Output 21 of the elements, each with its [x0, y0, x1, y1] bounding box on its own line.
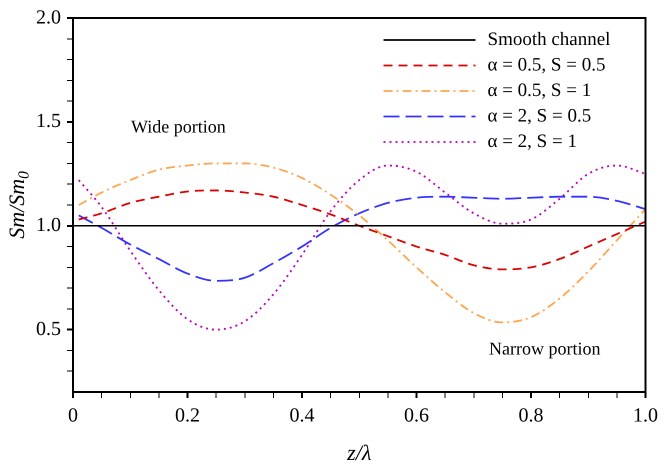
y-axis-title: Sm/Sm0 — [4, 170, 33, 239]
x-tick-label: 0.4 — [290, 404, 314, 426]
x-tick-label: 0.6 — [404, 404, 429, 426]
legend-label: α = 2, S = 1 — [488, 130, 577, 152]
x-axis-title: z/λ — [346, 440, 372, 465]
legend-label: α = 0.5, S = 0.5 — [488, 54, 606, 76]
legend-label: Smooth channel — [488, 28, 610, 50]
line-series — [78, 190, 646, 270]
x-tick-label: 0.8 — [518, 404, 544, 426]
x-tick-label: 0.2 — [175, 404, 200, 426]
y-tick-label: 1.5 — [36, 110, 61, 132]
legend-label: α = 2, S = 0.5 — [488, 105, 592, 126]
y-tick-label: 0.5 — [36, 318, 61, 340]
annotation: Wide portion — [131, 116, 226, 137]
y-tick-label: 2.0 — [36, 6, 61, 28]
x-tick-label: 0 — [68, 404, 78, 426]
y-tick-label: 1.0 — [36, 214, 61, 236]
annotation: Narrow portion — [489, 338, 600, 359]
line-series — [78, 196, 646, 282]
x-tick-label: 1.0 — [633, 404, 658, 426]
legend-label: α = 0.5, S = 1 — [488, 80, 592, 101]
